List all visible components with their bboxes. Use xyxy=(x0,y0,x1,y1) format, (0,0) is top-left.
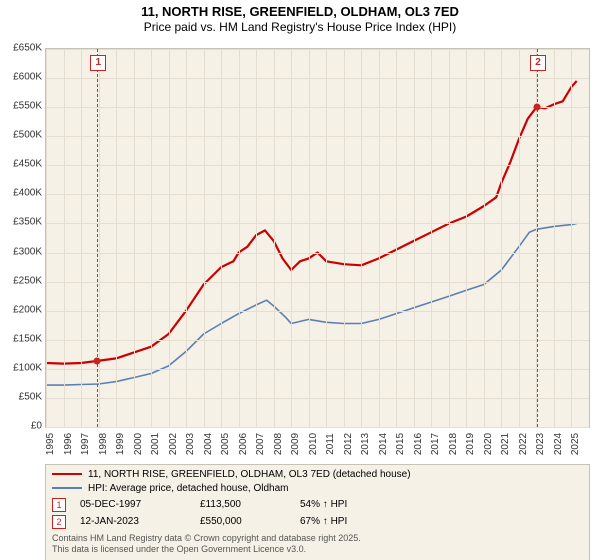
event-row-2: 2 12-JAN-2023 £550,000 67% ↑ HPI xyxy=(52,514,583,529)
event-row-1: 1 05-DEC-1997 £113,500 54% ↑ HPI xyxy=(52,497,583,512)
y-axis-ticks: £0£50K£100K£150K£200K£250K£300K£350K£400… xyxy=(0,48,45,428)
footer-line-2: This data is licensed under the Open Gov… xyxy=(52,544,583,555)
chart-plot-area: 12 xyxy=(45,48,590,428)
legend-label-price: 11, NORTH RISE, GREENFIELD, OLDHAM, OL3 … xyxy=(88,469,411,480)
footer-attribution: Contains HM Land Registry data © Crown c… xyxy=(52,533,583,556)
chart-title-address: 11, NORTH RISE, GREENFIELD, OLDHAM, OL3 … xyxy=(0,4,600,19)
event-marker-1-icon: 1 xyxy=(52,498,66,512)
chart-title-subtitle: Price paid vs. HM Land Registry's House … xyxy=(0,20,600,34)
event-2-pct: 67% ↑ HPI xyxy=(300,516,420,527)
event-marker-2-icon: 2 xyxy=(52,515,66,529)
event-2-date: 12-JAN-2023 xyxy=(80,516,200,527)
event-2-price: £550,000 xyxy=(200,516,300,527)
legend-item-price: 11, NORTH RISE, GREENFIELD, OLDHAM, OL3 … xyxy=(52,467,583,481)
footer-line-1: Contains HM Land Registry data © Crown c… xyxy=(52,533,583,544)
chart-lines xyxy=(46,49,589,427)
event-1-price: £113,500 xyxy=(200,499,300,510)
event-1-pct: 54% ↑ HPI xyxy=(300,499,420,510)
event-1-date: 05-DEC-1997 xyxy=(80,499,200,510)
legend-label-hpi: HPI: Average price, detached house, Oldh… xyxy=(88,483,289,494)
legend-item-hpi: HPI: Average price, detached house, Oldh… xyxy=(52,481,583,495)
legend-swatch-hpi xyxy=(52,487,82,489)
x-axis-ticks: 1995199619971998199920002001200220032004… xyxy=(45,428,590,458)
legend-box: 11, NORTH RISE, GREENFIELD, OLDHAM, OL3 … xyxy=(45,464,590,560)
legend-swatch-price xyxy=(52,473,82,475)
